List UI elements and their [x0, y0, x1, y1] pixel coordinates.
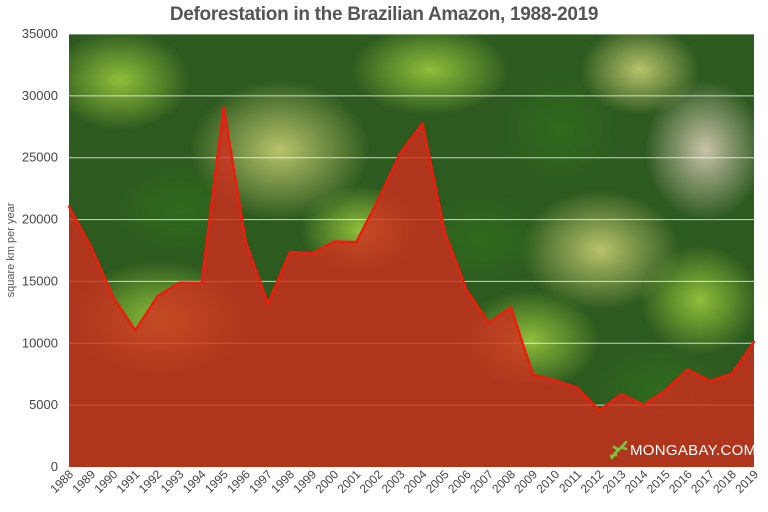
x-tick-label: 2017 — [688, 467, 717, 496]
x-tick-label: 2018 — [710, 467, 739, 496]
data-point-2003 — [399, 151, 402, 154]
x-tick-label: 2011 — [556, 467, 584, 495]
data-point-2012 — [598, 409, 601, 412]
data-point-1994 — [200, 281, 203, 284]
x-tick-label: 2000 — [313, 467, 342, 496]
data-point-1992 — [156, 295, 159, 298]
deforestation-area — [69, 107, 754, 467]
data-point-1993 — [178, 281, 181, 284]
data-point-2016 — [686, 368, 689, 371]
data-point-2004 — [421, 122, 424, 125]
y-tick-label: 0 — [51, 459, 58, 474]
x-tick-label: 2012 — [578, 467, 607, 496]
x-tick-label: 2001 — [335, 467, 364, 496]
data-point-2006 — [465, 289, 468, 292]
data-point-2013 — [620, 392, 623, 396]
y-tick-label: 30000 — [22, 88, 58, 103]
mongabay-text: MONGABAY.COM — [630, 442, 756, 459]
data-point-2018 — [730, 372, 734, 375]
x-tick-label: 1990 — [92, 467, 121, 496]
x-tick-label: 2009 — [511, 467, 540, 496]
data-point-1991 — [134, 329, 137, 332]
data-point-2009 — [531, 373, 535, 376]
x-tick-label: 1995 — [202, 467, 231, 496]
x-tick-label: 2019 — [732, 467, 761, 496]
x-tick-label: 2002 — [357, 467, 386, 496]
y-axis-label: square km per year — [5, 202, 17, 297]
y-tick-label: 10000 — [22, 335, 58, 350]
x-tick-label: 1992 — [136, 467, 165, 496]
y-axis-ticks: 0 5000 10000 15000 20000 25000 30000 35000 — [22, 26, 58, 474]
x-tick-label: 2006 — [445, 467, 474, 496]
data-point-2007 — [487, 321, 491, 325]
lizard-logo-icon — [609, 440, 628, 460]
y-tick-label: 25000 — [22, 150, 58, 165]
data-point-1999 — [310, 252, 314, 255]
x-tick-label: 2016 — [666, 467, 695, 496]
x-tick-label: 1998 — [268, 467, 297, 496]
x-tick-label: 2014 — [622, 467, 651, 496]
x-tick-label: 2003 — [379, 467, 408, 496]
x-tick-label: 1999 — [290, 467, 319, 496]
data-point-2014 — [642, 403, 645, 407]
x-tick-label: 1993 — [158, 467, 187, 496]
data-point-2002 — [377, 197, 380, 201]
data-point-1996 — [244, 241, 247, 244]
data-point-1988 — [67, 205, 71, 208]
y-tick-label: 5000 — [29, 397, 58, 412]
x-tick-label: 1989 — [69, 467, 98, 496]
data-point-2008 — [509, 306, 513, 309]
data-point-1989 — [89, 245, 93, 249]
x-tick-label: 2005 — [423, 467, 452, 496]
deforestation-line — [67, 106, 755, 412]
x-tick-label: 1997 — [246, 467, 275, 496]
data-point-2019 — [752, 340, 756, 343]
x-tick-label: 2015 — [644, 467, 673, 496]
data-point-2015 — [664, 388, 667, 392]
data-point-2017 — [708, 379, 712, 383]
x-tick-label: 1994 — [180, 467, 209, 496]
data-point-1995 — [222, 106, 225, 109]
y-tick-label: 15000 — [22, 273, 58, 288]
x-tick-label: 2010 — [533, 467, 562, 496]
data-point-1998 — [288, 250, 292, 254]
data-point-2000 — [332, 240, 336, 243]
mongabay-watermark: MONGABAY.COM — [609, 440, 756, 460]
chart-title: Deforestation in the Brazilian Amazon, 1… — [169, 4, 599, 25]
data-point-1990 — [111, 295, 115, 299]
y-tick-label: 20000 — [22, 212, 58, 227]
data-point-2005 — [443, 230, 446, 234]
data-point-2010 — [553, 379, 557, 382]
x-tick-label: 2013 — [600, 467, 629, 496]
data-point-2001 — [355, 241, 358, 244]
data-point-2011 — [576, 386, 579, 389]
x-tick-label: 1996 — [224, 467, 253, 496]
x-tick-label: 2008 — [489, 467, 518, 496]
x-tick-label: 2004 — [401, 467, 430, 496]
y-tick-label: 35000 — [22, 26, 58, 41]
x-axis-ticks: 1988198919901991199219931994199519961997… — [47, 467, 761, 496]
x-tick-label: 1991 — [114, 467, 143, 496]
data-point-1997 — [266, 302, 270, 305]
x-tick-label: 2007 — [467, 467, 496, 496]
